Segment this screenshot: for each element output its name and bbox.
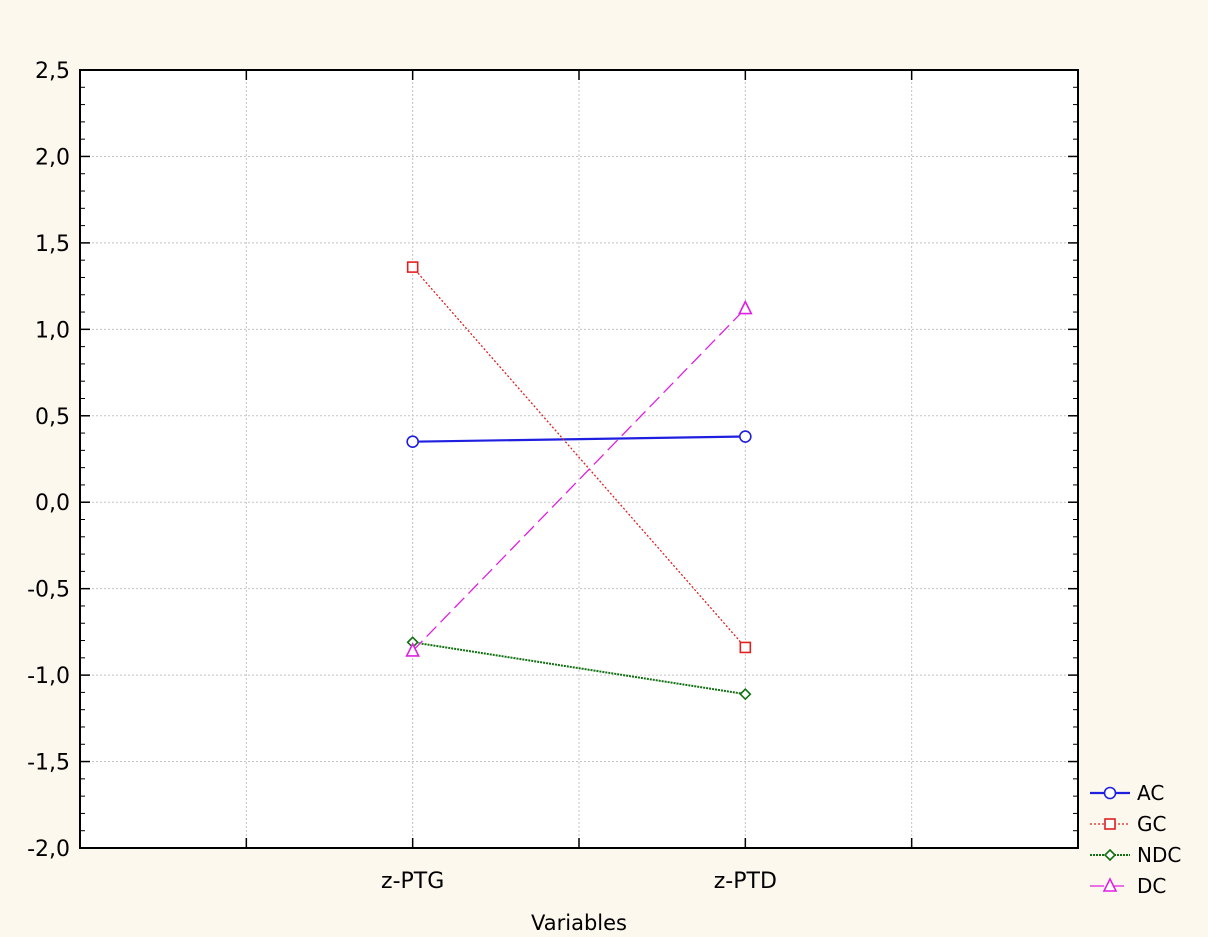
legend-marker-gc [1104,818,1116,830]
series-line-ac [412,435,746,443]
legend-label-ndc: NDC [1137,843,1181,867]
data-point-ac [406,435,419,449]
y-axis-tick-labels: 2,5 2,0 1,5 1,0 0,5 0,0 -0,5 -1,0 -1,5 -2,0 [27,59,70,862]
y-tick-label: 2,0 [35,145,70,170]
grid-lines [80,70,1078,848]
y-tick-label: -0,5 [27,578,70,603]
series-ndc [406,636,752,701]
series-ac [406,430,752,449]
x-tick-label: z-PTD [714,869,777,894]
series-lines [405,261,753,701]
series-line-ndc [412,641,746,696]
legend-item-dc: DC [1090,874,1166,898]
series-gc [406,261,752,654]
data-point-dc [738,299,753,315]
legend-item-ac: AC [1090,781,1164,805]
y-tick-label: 1,5 [35,232,70,257]
legend-marker-ac [1103,786,1117,800]
series-dc [405,299,753,657]
y-tick-label: 1,0 [35,318,70,343]
data-point-dc [405,642,420,657]
series-line-gc [412,266,746,648]
data-point-ndc [739,687,752,701]
legend: AC GC NDC DC [1090,781,1181,898]
x-tick-label: z-PTG [381,869,444,894]
y-tick-label: 0,5 [35,405,70,430]
legend-label-gc: GC [1137,812,1166,836]
y-tick-label: -2,0 [27,837,70,862]
plot-border [79,69,1079,849]
legend-label-ac: AC [1137,781,1164,805]
y-tick-label: 0,0 [35,491,70,516]
legend-marker-ndc [1103,848,1117,862]
y-tick-label: -1,0 [27,664,70,689]
data-point-gc [739,641,752,654]
x-axis-title: Variables [531,911,627,935]
legend-marker-dc [1102,877,1118,892]
legend-item-gc: GC [1090,812,1166,836]
y-tick-label: 2,5 [35,59,70,84]
x-axis-tick-labels: z-PTG z-PTD [381,869,777,894]
y-tick-label: -1,5 [27,751,70,776]
data-point-gc [406,261,419,273]
legend-label-dc: DC [1137,874,1166,898]
legend-item-ndc: NDC [1090,843,1181,867]
data-point-ac [739,430,752,443]
